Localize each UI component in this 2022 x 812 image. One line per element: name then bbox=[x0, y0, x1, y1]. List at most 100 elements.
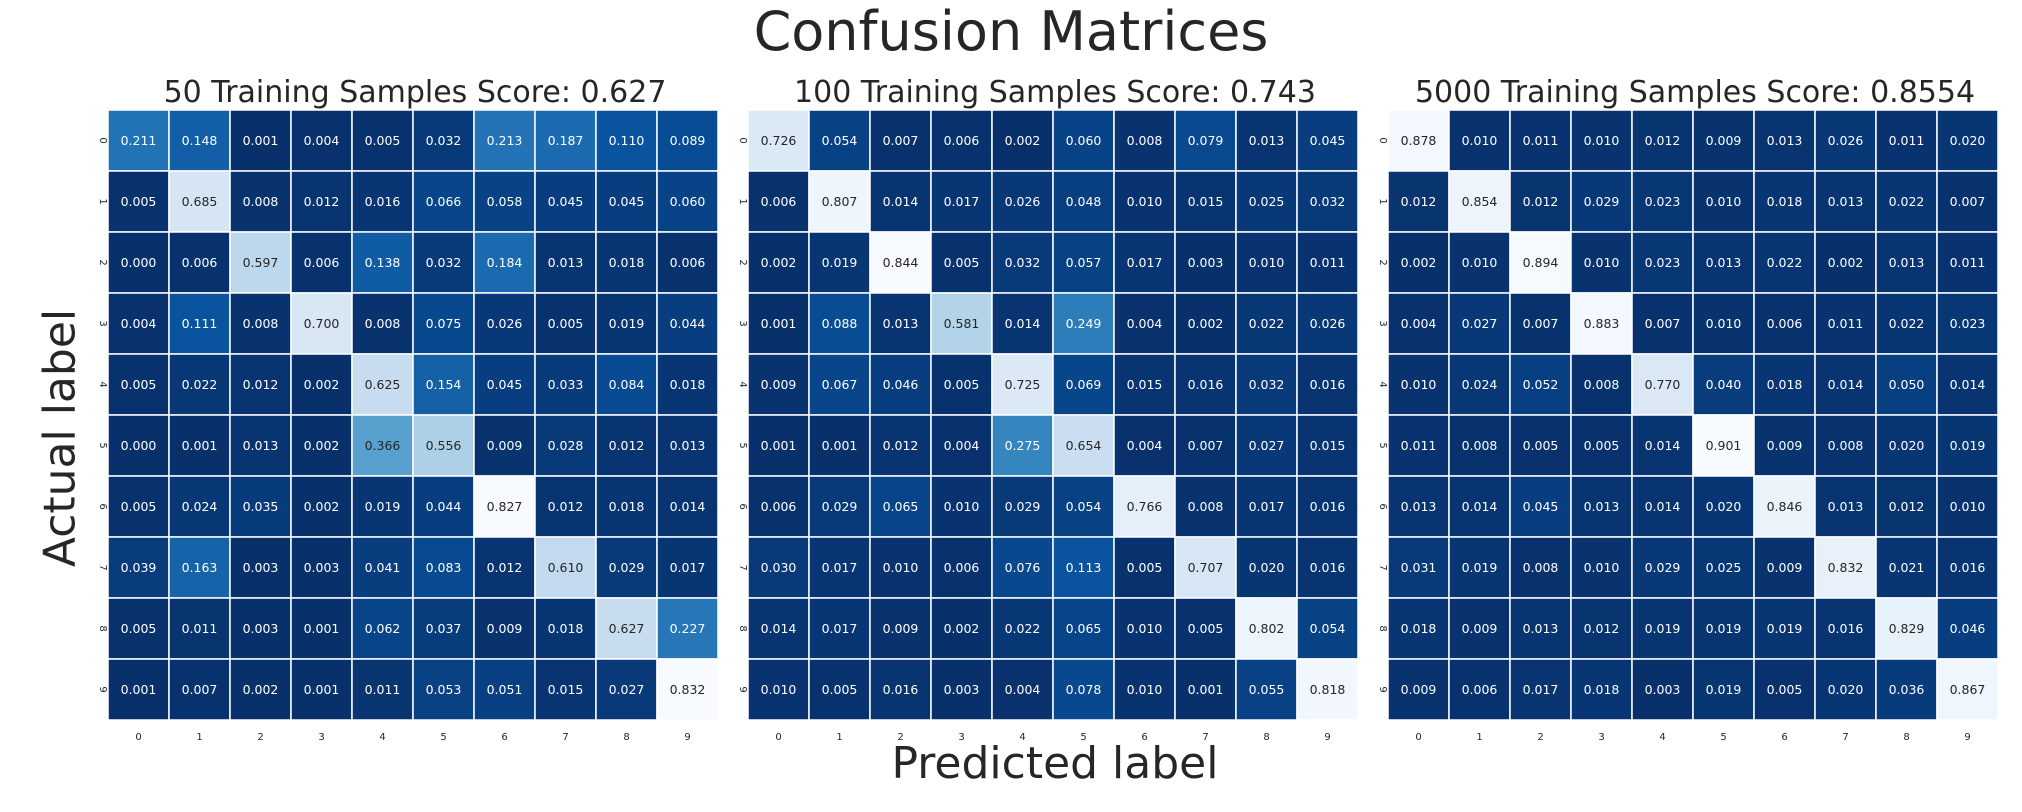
y-tick-label: 7 bbox=[97, 564, 108, 570]
cell-value-label: 0.018 bbox=[609, 255, 645, 270]
cell-value-label: 0.027 bbox=[1462, 316, 1498, 331]
cell-value-label: 0.001 bbox=[182, 438, 218, 453]
cell-value-label: 0.010 bbox=[1950, 499, 1986, 514]
heatmap-cell bbox=[1570, 109, 1633, 172]
cell-value-label: 0.019 bbox=[1706, 621, 1742, 636]
cell-value-label: 0.027 bbox=[609, 682, 645, 697]
cell-value-label: 0.088 bbox=[822, 316, 858, 331]
cell-value-label: 0.019 bbox=[1950, 438, 1986, 453]
cell-value-label: 0.029 bbox=[1005, 499, 1041, 514]
cell-value-label: 0.008 bbox=[1523, 560, 1559, 575]
x-tick-label: 1 bbox=[836, 732, 842, 743]
x-tick-label: 4 bbox=[379, 732, 385, 743]
cell-value-label: 0.020 bbox=[1950, 133, 1986, 148]
cell-value-label: 0.011 bbox=[365, 682, 401, 697]
y-tick-label: 8 bbox=[737, 625, 748, 631]
y-tick-label: 4 bbox=[1377, 381, 1388, 387]
cell-value-label: 0.013 bbox=[1828, 194, 1864, 209]
heatmap-cell bbox=[229, 658, 292, 721]
panel-title: 50 Training Samples Score: 0.627 bbox=[163, 75, 667, 110]
heatmap-cell bbox=[1387, 292, 1450, 355]
cell-value-label: 0.029 bbox=[609, 560, 645, 575]
y-tick-label: 7 bbox=[1377, 564, 1388, 570]
cell-value-label: 0.019 bbox=[1706, 682, 1742, 697]
heatmap-cell bbox=[1936, 292, 1999, 355]
cell-value-label: 0.012 bbox=[304, 194, 340, 209]
cell-value-label: 0.058 bbox=[487, 194, 523, 209]
heatmap-cell bbox=[1692, 353, 1755, 416]
figure-title: Confusion Matrices bbox=[753, 0, 1269, 63]
cell-value-label: 0.004 bbox=[121, 316, 157, 331]
heatmap-cell bbox=[656, 353, 719, 416]
cell-value-label: 0.006 bbox=[761, 499, 797, 514]
heatmap-cell bbox=[656, 597, 719, 660]
heatmap-cell bbox=[1875, 353, 1938, 416]
heatmap-cell bbox=[1936, 170, 1999, 233]
cell-value-label: 0.011 bbox=[1950, 255, 1986, 270]
heatmap-cell bbox=[107, 109, 170, 172]
heatmap-cell bbox=[1448, 414, 1511, 477]
heatmap-100: 0.726 0.054 0.007 0.006 0.002 0.060 0.008 0.079… bbox=[737, 109, 1359, 743]
cell-value-label: 0.019 bbox=[1462, 560, 1498, 575]
cell-value-label: 0.802 bbox=[1249, 621, 1285, 636]
heatmap-cell bbox=[168, 231, 231, 294]
cell-value-label: 0.213 bbox=[487, 133, 523, 148]
cell-value-label: 0.005 bbox=[121, 194, 157, 209]
heatmap-cell bbox=[534, 414, 597, 477]
heatmap-cell bbox=[1113, 231, 1176, 294]
cell-value-label: 0.010 bbox=[883, 560, 919, 575]
heatmap-cell bbox=[1631, 536, 1694, 599]
heatmap-cell bbox=[1936, 414, 1999, 477]
heatmap-cell bbox=[1875, 658, 1938, 721]
cell-value-label: 0.005 bbox=[365, 133, 401, 148]
heatmap-cell bbox=[1753, 536, 1816, 599]
heatmap-cell bbox=[1387, 109, 1450, 172]
cell-value-label: 0.002 bbox=[761, 255, 797, 270]
x-tick-label: 9 bbox=[1324, 732, 1330, 743]
heatmap-cell bbox=[1448, 353, 1511, 416]
cell-value-label: 0.067 bbox=[822, 377, 858, 392]
cell-value-label: 0.006 bbox=[761, 194, 797, 209]
heatmap-cell bbox=[869, 658, 932, 721]
cell-value-label: 0.022 bbox=[1249, 316, 1285, 331]
cell-value-label: 0.007 bbox=[1188, 438, 1224, 453]
y-tick-label: 3 bbox=[97, 320, 108, 326]
heatmap-cell bbox=[656, 170, 719, 233]
cell-value-label: 0.006 bbox=[1462, 682, 1498, 697]
cell-value-label: 0.005 bbox=[1188, 621, 1224, 636]
heatmap-cell bbox=[351, 231, 414, 294]
cell-value-label: 0.012 bbox=[1645, 133, 1681, 148]
heatmap-cell bbox=[1509, 597, 1572, 660]
heatmap-cell bbox=[290, 475, 353, 538]
cell-value-label: 0.083 bbox=[426, 560, 462, 575]
x-tick-label: 7 bbox=[1842, 732, 1848, 743]
heatmap-cell bbox=[930, 170, 993, 233]
y-tick-label: 8 bbox=[97, 625, 108, 631]
cell-value-label: 0.013 bbox=[243, 438, 279, 453]
cell-value-label: 0.014 bbox=[761, 621, 797, 636]
cell-value-label: 0.009 bbox=[1401, 682, 1437, 697]
heatmap-cell bbox=[290, 170, 353, 233]
cell-value-label: 0.010 bbox=[1401, 377, 1437, 392]
y-tick-label: 3 bbox=[737, 320, 748, 326]
heatmap-cell bbox=[656, 658, 719, 721]
cell-value-label: 0.025 bbox=[1249, 194, 1285, 209]
cell-value-label: 0.011 bbox=[1828, 316, 1864, 331]
cell-value-label: 0.084 bbox=[609, 377, 645, 392]
cell-value-label: 0.249 bbox=[1066, 316, 1102, 331]
heatmap-cell bbox=[1387, 475, 1450, 538]
heatmap-cell bbox=[991, 170, 1054, 233]
cell-value-label: 0.015 bbox=[1310, 438, 1346, 453]
cell-value-label: 0.029 bbox=[1645, 560, 1681, 575]
cell-value-label: 0.046 bbox=[883, 377, 919, 392]
heatmap-cell bbox=[229, 475, 292, 538]
cell-value-label: 0.017 bbox=[670, 560, 706, 575]
cell-value-label: 0.013 bbox=[1706, 255, 1742, 270]
cell-value-label: 0.004 bbox=[944, 438, 980, 453]
cell-value-label: 0.011 bbox=[1523, 133, 1559, 148]
heatmap-cell bbox=[1631, 658, 1694, 721]
heatmap-cell bbox=[747, 109, 810, 172]
heatmap-cell bbox=[1631, 170, 1694, 233]
heatmap-cell bbox=[1448, 109, 1511, 172]
cell-value-label: 0.002 bbox=[243, 682, 279, 697]
